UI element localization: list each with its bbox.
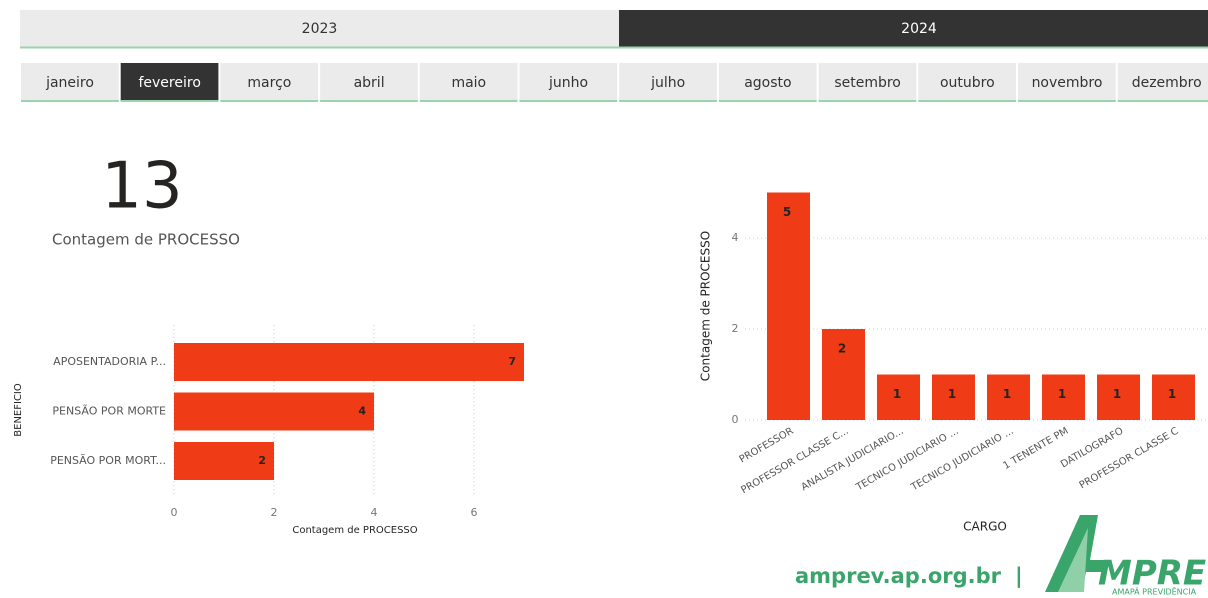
logo-mark-inner: [1058, 528, 1088, 592]
data-label: 1: [1058, 387, 1066, 401]
footer-separator: |: [1015, 564, 1023, 589]
x-tick-label: TECNICO JUDICIARIO ...: [854, 426, 961, 494]
month-label: junho: [548, 75, 588, 91]
x-tick-label: TECNICO JUDICIARIO ...: [909, 426, 1016, 494]
month-label: maio: [451, 75, 486, 91]
data-label: 4: [358, 405, 366, 418]
x-tick-label: 2: [271, 506, 278, 519]
y-tick-label: 4: [732, 231, 739, 244]
bar: [174, 442, 274, 480]
month-label: novembro: [1032, 75, 1103, 91]
month-label: março: [247, 75, 291, 91]
x-axis-title: CARGO: [963, 520, 1007, 534]
data-label: 1: [948, 387, 956, 401]
month-button[interactable]: [619, 63, 717, 101]
bar: [932, 374, 975, 420]
y-tick-label: APOSENTADORIA P...: [53, 355, 166, 368]
data-label: 1: [1003, 387, 1011, 401]
month-button[interactable]: [120, 63, 219, 101]
bar: [1097, 374, 1140, 420]
x-axis-title: Contagem de PROCESSO: [292, 525, 417, 536]
bar: [1042, 374, 1085, 420]
month-label: fevereiro: [138, 75, 200, 91]
logo-text: MPREV: [1098, 554, 1208, 594]
bar: [767, 192, 810, 420]
year-label: 2023: [302, 21, 338, 37]
year-label: 2024: [901, 21, 937, 37]
y-axis-title: BENEFICIO: [13, 383, 24, 437]
month-button[interactable]: [419, 63, 518, 101]
x-tick-label: 4: [371, 506, 378, 519]
kpi-value: 13: [101, 150, 182, 224]
data-label: 2: [838, 342, 846, 356]
month-button[interactable]: [718, 63, 817, 101]
bar: [987, 374, 1030, 420]
month-button[interactable]: [1117, 63, 1208, 101]
y-tick-label: PENSÃO POR MORTE: [52, 405, 166, 418]
x-tick-label: PROFESSOR CLASSE C...: [739, 426, 850, 497]
bar: [1152, 374, 1195, 420]
logo-subtitle: AMAPÁ PREVIDÊNCIA: [1112, 586, 1197, 597]
data-label: 1: [1168, 387, 1176, 401]
x-tick-label: 0: [171, 506, 178, 519]
month-button[interactable]: [818, 63, 917, 101]
y-tick-label: 2: [732, 322, 739, 335]
month-button[interactable]: [519, 63, 618, 101]
month-button[interactable]: [1018, 63, 1116, 101]
month-label: outubro: [940, 75, 995, 91]
year-button[interactable]: [20, 10, 619, 47]
month-button[interactable]: [21, 63, 119, 101]
month-label: dezembro: [1132, 75, 1202, 91]
month-label: janeiro: [45, 75, 94, 91]
data-label: 1: [893, 387, 901, 401]
data-label: 5: [783, 205, 791, 219]
month-label: setembro: [834, 75, 901, 91]
data-label: 1: [1113, 387, 1121, 401]
bar: [174, 343, 524, 381]
data-label: 7: [508, 355, 516, 368]
x-tick-label: 6: [471, 506, 478, 519]
y-axis-title: Contagem de PROCESSO: [699, 231, 713, 381]
footer-site: amprev.ap.org.br: [795, 564, 1002, 588]
bar: [822, 329, 865, 420]
month-button[interactable]: [918, 63, 1016, 101]
kpi-label: Contagem de PROCESSO: [52, 231, 240, 249]
month-button[interactable]: [220, 63, 319, 101]
bar: [174, 392, 374, 431]
data-label: 2: [258, 454, 266, 467]
month-button[interactable]: [320, 63, 418, 101]
x-tick-label: PROFESSOR CLASSE C: [1078, 426, 1181, 492]
month-label: agosto: [744, 75, 791, 91]
month-label: abril: [354, 75, 385, 91]
bar: [877, 374, 920, 420]
x-tick-label: ANALISTA JUDICIARIO...: [800, 426, 906, 494]
year-button[interactable]: [619, 10, 1208, 47]
y-tick-label: 0: [732, 413, 739, 426]
y-tick-label: PENSÃO POR MORT...: [50, 454, 166, 467]
month-label: julho: [650, 75, 685, 91]
